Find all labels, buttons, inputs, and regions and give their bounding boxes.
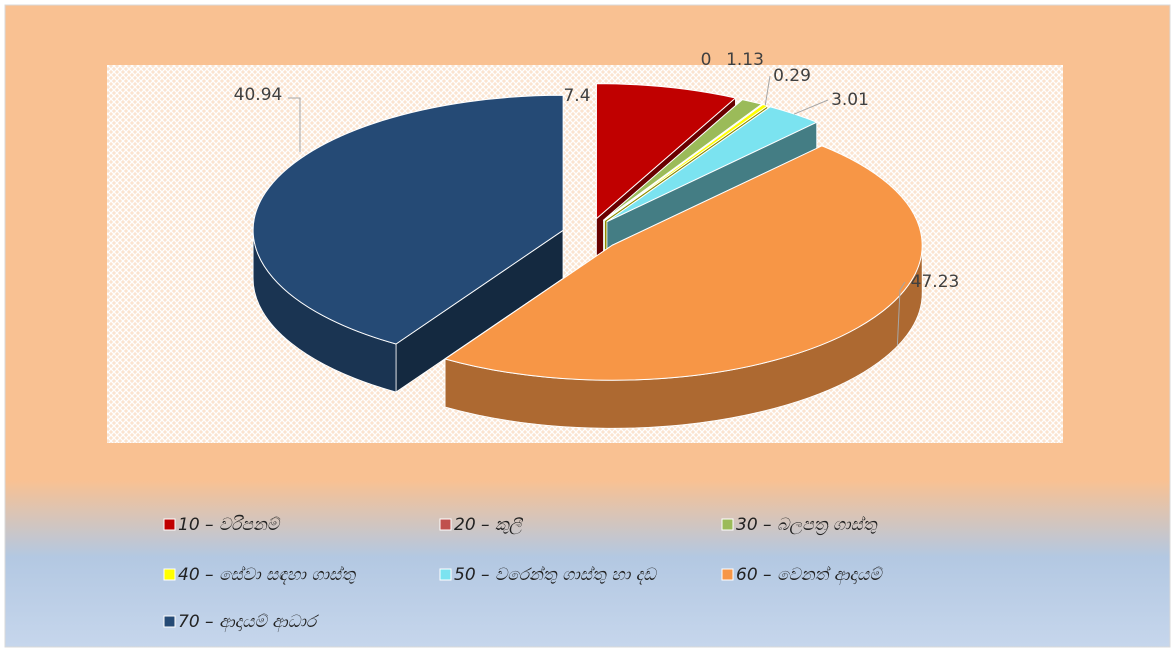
data-label: 40.94 — [234, 85, 283, 105]
slice — [443, 145, 923, 429]
leader-line — [764, 75, 771, 106]
legend-label: 70 – ආදායම් ආධාර — [178, 612, 320, 633]
data-label: 1.13 — [726, 50, 764, 70]
slice-top — [603, 99, 763, 221]
data-label: 0 — [701, 50, 712, 70]
data-label: 0.29 — [773, 66, 811, 86]
legend-swatch — [163, 568, 176, 581]
legend-swatch — [163, 615, 176, 628]
legend-label: 50 – වරෙන්තු ගාස්තු හා දඩ — [454, 565, 658, 585]
data-label: 3.01 — [831, 90, 869, 110]
leader-line — [794, 99, 829, 115]
slice — [252, 94, 564, 393]
legend: 10 – වරිපනම් 20 – කුලී 30 – බලපත්‍ර ගාස්තු… — [163, 514, 883, 633]
legend-label: 20 – කුලී — [454, 515, 524, 535]
data-label: 7.4 — [563, 86, 590, 106]
leader-line — [288, 97, 301, 152]
leader-line — [896, 281, 906, 346]
legend-swatch — [163, 518, 176, 531]
legend-swatch — [439, 568, 452, 581]
legend-label: 30 – බලපත්‍ර ගාස්තු — [736, 515, 878, 536]
data-label: 47.23 — [911, 272, 960, 292]
legend-label: 60 – වෙනත් ආදායම් — [736, 565, 883, 586]
legend-swatch — [721, 518, 734, 531]
legend-swatch — [721, 568, 734, 581]
slice-top — [443, 145, 923, 381]
legend-label: 10 – වරිපනම් — [178, 514, 281, 535]
slice-top — [252, 94, 564, 345]
pie: 7.4 0 1.13 0.29 3.01 47.23 40.94 — [234, 50, 960, 429]
legend-label: 40 – සේවා සඳහා ගාස්තු — [178, 565, 356, 585]
slice-top — [595, 83, 737, 220]
legend-swatch — [439, 518, 452, 531]
